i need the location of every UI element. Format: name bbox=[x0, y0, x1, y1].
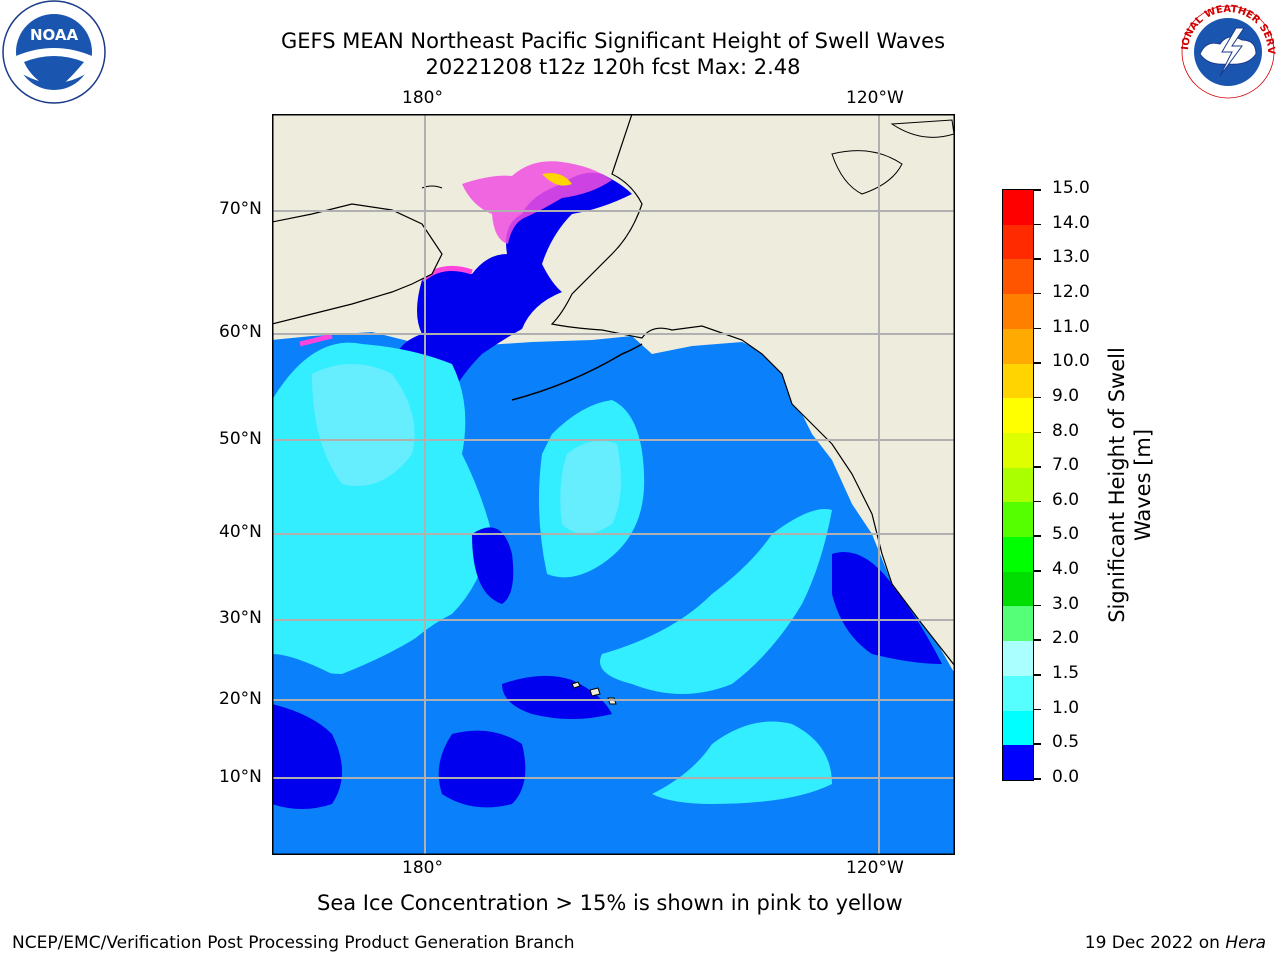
colorbar-tick-label: 5.0 bbox=[1052, 524, 1080, 545]
colorbar-tick-label: 3.0 bbox=[1052, 593, 1080, 614]
sea-ice-area bbox=[462, 161, 612, 244]
lat-label-20n: 20°N bbox=[219, 689, 262, 709]
colorbar-tick-label: 15.0 bbox=[1052, 178, 1090, 198]
colorbar-segment bbox=[1003, 190, 1033, 225]
colorbar-tick-mark bbox=[1034, 189, 1041, 191]
colorbar-tick-label: 1.0 bbox=[1052, 697, 1080, 718]
colorbar-segment bbox=[1003, 537, 1033, 572]
colorbar-tick-mark bbox=[1034, 778, 1041, 780]
lon-label-bottom-120w: 120°W bbox=[846, 858, 904, 878]
colorbar-tick-label: 0.5 bbox=[1052, 732, 1080, 753]
chart-title-line1: GEFS MEAN Northeast Pacific Significant … bbox=[280, 29, 946, 53]
colorbar-segment bbox=[1003, 502, 1033, 538]
colorbar-tick-label: 14.0 bbox=[1052, 212, 1090, 233]
north-america-landmass bbox=[550, 115, 954, 666]
graticule bbox=[273, 115, 954, 854]
lat-label-60n: 60°N bbox=[219, 322, 262, 342]
colorbar-tick-label: 11.0 bbox=[1052, 316, 1090, 337]
colorbar-segment bbox=[1003, 328, 1033, 364]
colorbar-tick-label: 1.5 bbox=[1052, 663, 1080, 684]
lat-label-40n: 40°N bbox=[219, 522, 262, 542]
colorbar-segment bbox=[1003, 745, 1033, 780]
colorbar bbox=[1002, 189, 1034, 781]
noaa-logo-text: NOAA bbox=[30, 26, 79, 44]
colorbar-tick-mark bbox=[1034, 292, 1041, 295]
colorbar-tick-mark bbox=[1034, 743, 1041, 745]
colorbar-segment bbox=[1003, 363, 1033, 399]
colorbar-tick-mark bbox=[1034, 674, 1041, 676]
colorbar-segment bbox=[1003, 259, 1033, 295]
lat-label-70n: 70°N bbox=[219, 199, 262, 219]
colorbar-tick-mark bbox=[1034, 708, 1041, 711]
colorbar-tick-label: 8.0 bbox=[1052, 420, 1080, 441]
colorbar-segment bbox=[1003, 710, 1033, 746]
colorbar-tick-mark bbox=[1034, 396, 1041, 399]
colorbar-tick-mark bbox=[1034, 535, 1041, 537]
footer-left: NCEP/EMC/Verification Post Processing Pr… bbox=[12, 933, 575, 953]
swell-height-map bbox=[272, 114, 955, 855]
map-frame bbox=[272, 114, 955, 855]
chart-title-line2: 20221208 t12z 120h fcst Max: 2.48 bbox=[425, 55, 801, 79]
colorbar-tick-label: 7.0 bbox=[1052, 455, 1080, 476]
colorbar-segment bbox=[1003, 432, 1033, 468]
lat-label-30n: 30°N bbox=[219, 608, 262, 628]
colorbar-tick-label: 2.0 bbox=[1052, 628, 1080, 649]
colorbar-segment bbox=[1003, 606, 1033, 642]
colorbar-tick-label: 0.0 bbox=[1052, 767, 1080, 787]
colorbar-ticks: 15.0 14.0 13.0 12.0 11.0 10.0 9.0 8.0 7.0 6.0 5.0 4… bbox=[1034, 180, 1094, 786]
colorbar-segment bbox=[1003, 224, 1033, 260]
colorbar-segment bbox=[1003, 675, 1033, 711]
footer-right: 19 Dec 2022 on Hera bbox=[1085, 933, 1266, 953]
colorbar-tick-mark bbox=[1034, 500, 1041, 503]
colorbar-label-line1: Significant Height of Swell bbox=[1105, 347, 1129, 623]
colorbar-label-line2: Waves [m] bbox=[1131, 428, 1155, 542]
sea-ice-caption: Sea Ice Concentration > 15% is shown in … bbox=[317, 891, 903, 915]
cyan-region-south bbox=[600, 509, 832, 694]
colorbar-segment bbox=[1003, 571, 1033, 607]
colorbar-tick-mark bbox=[1034, 431, 1041, 434]
colorbar-tick-mark bbox=[1034, 639, 1041, 641]
noaa-logo: NOAA bbox=[2, 0, 106, 104]
lat-label-10n: 10°N bbox=[219, 767, 262, 787]
map-panel bbox=[272, 114, 955, 855]
colorbar-tick-mark bbox=[1034, 570, 1041, 572]
colorbar-tick-label: 9.0 bbox=[1052, 385, 1080, 406]
colorbar-tick-mark bbox=[1034, 362, 1041, 364]
siberia-landmass bbox=[273, 203, 443, 325]
lon-label-top-120w: 120°W bbox=[846, 88, 904, 108]
colorbar-tick-mark bbox=[1034, 604, 1041, 607]
colorbar-tick-label: 4.0 bbox=[1052, 559, 1080, 580]
lon-label-bottom-180: 180° bbox=[402, 858, 443, 878]
colorbar-tick-mark bbox=[1034, 223, 1041, 226]
footer-host: Hera bbox=[1225, 933, 1266, 953]
colorbar-tick-mark bbox=[1034, 466, 1041, 468]
colorbar-segment bbox=[1003, 641, 1033, 676]
lon-label-top-180: 180° bbox=[402, 88, 443, 108]
lat-label-50n: 50°N bbox=[219, 429, 262, 449]
colorbar-tick-label: 6.0 bbox=[1052, 489, 1080, 510]
colorbar-segment bbox=[1003, 398, 1033, 433]
footer-date: 19 Dec 2022 on bbox=[1084, 933, 1226, 953]
colorbar-segment bbox=[1003, 467, 1033, 503]
colorbar-tick-label: 10.0 bbox=[1052, 351, 1090, 372]
colorbar-tick-label: 12.0 bbox=[1052, 281, 1090, 302]
colorbar-tick-label: 13.0 bbox=[1052, 247, 1090, 268]
colorbar-tick-mark bbox=[1034, 327, 1041, 330]
bering-sea-area bbox=[392, 172, 632, 424]
colorbar-segment bbox=[1003, 294, 1033, 329]
nws-logo: NATIONAL WEATHER SERVICE bbox=[1172, 0, 1280, 104]
colorbar-tick-mark bbox=[1034, 258, 1041, 260]
